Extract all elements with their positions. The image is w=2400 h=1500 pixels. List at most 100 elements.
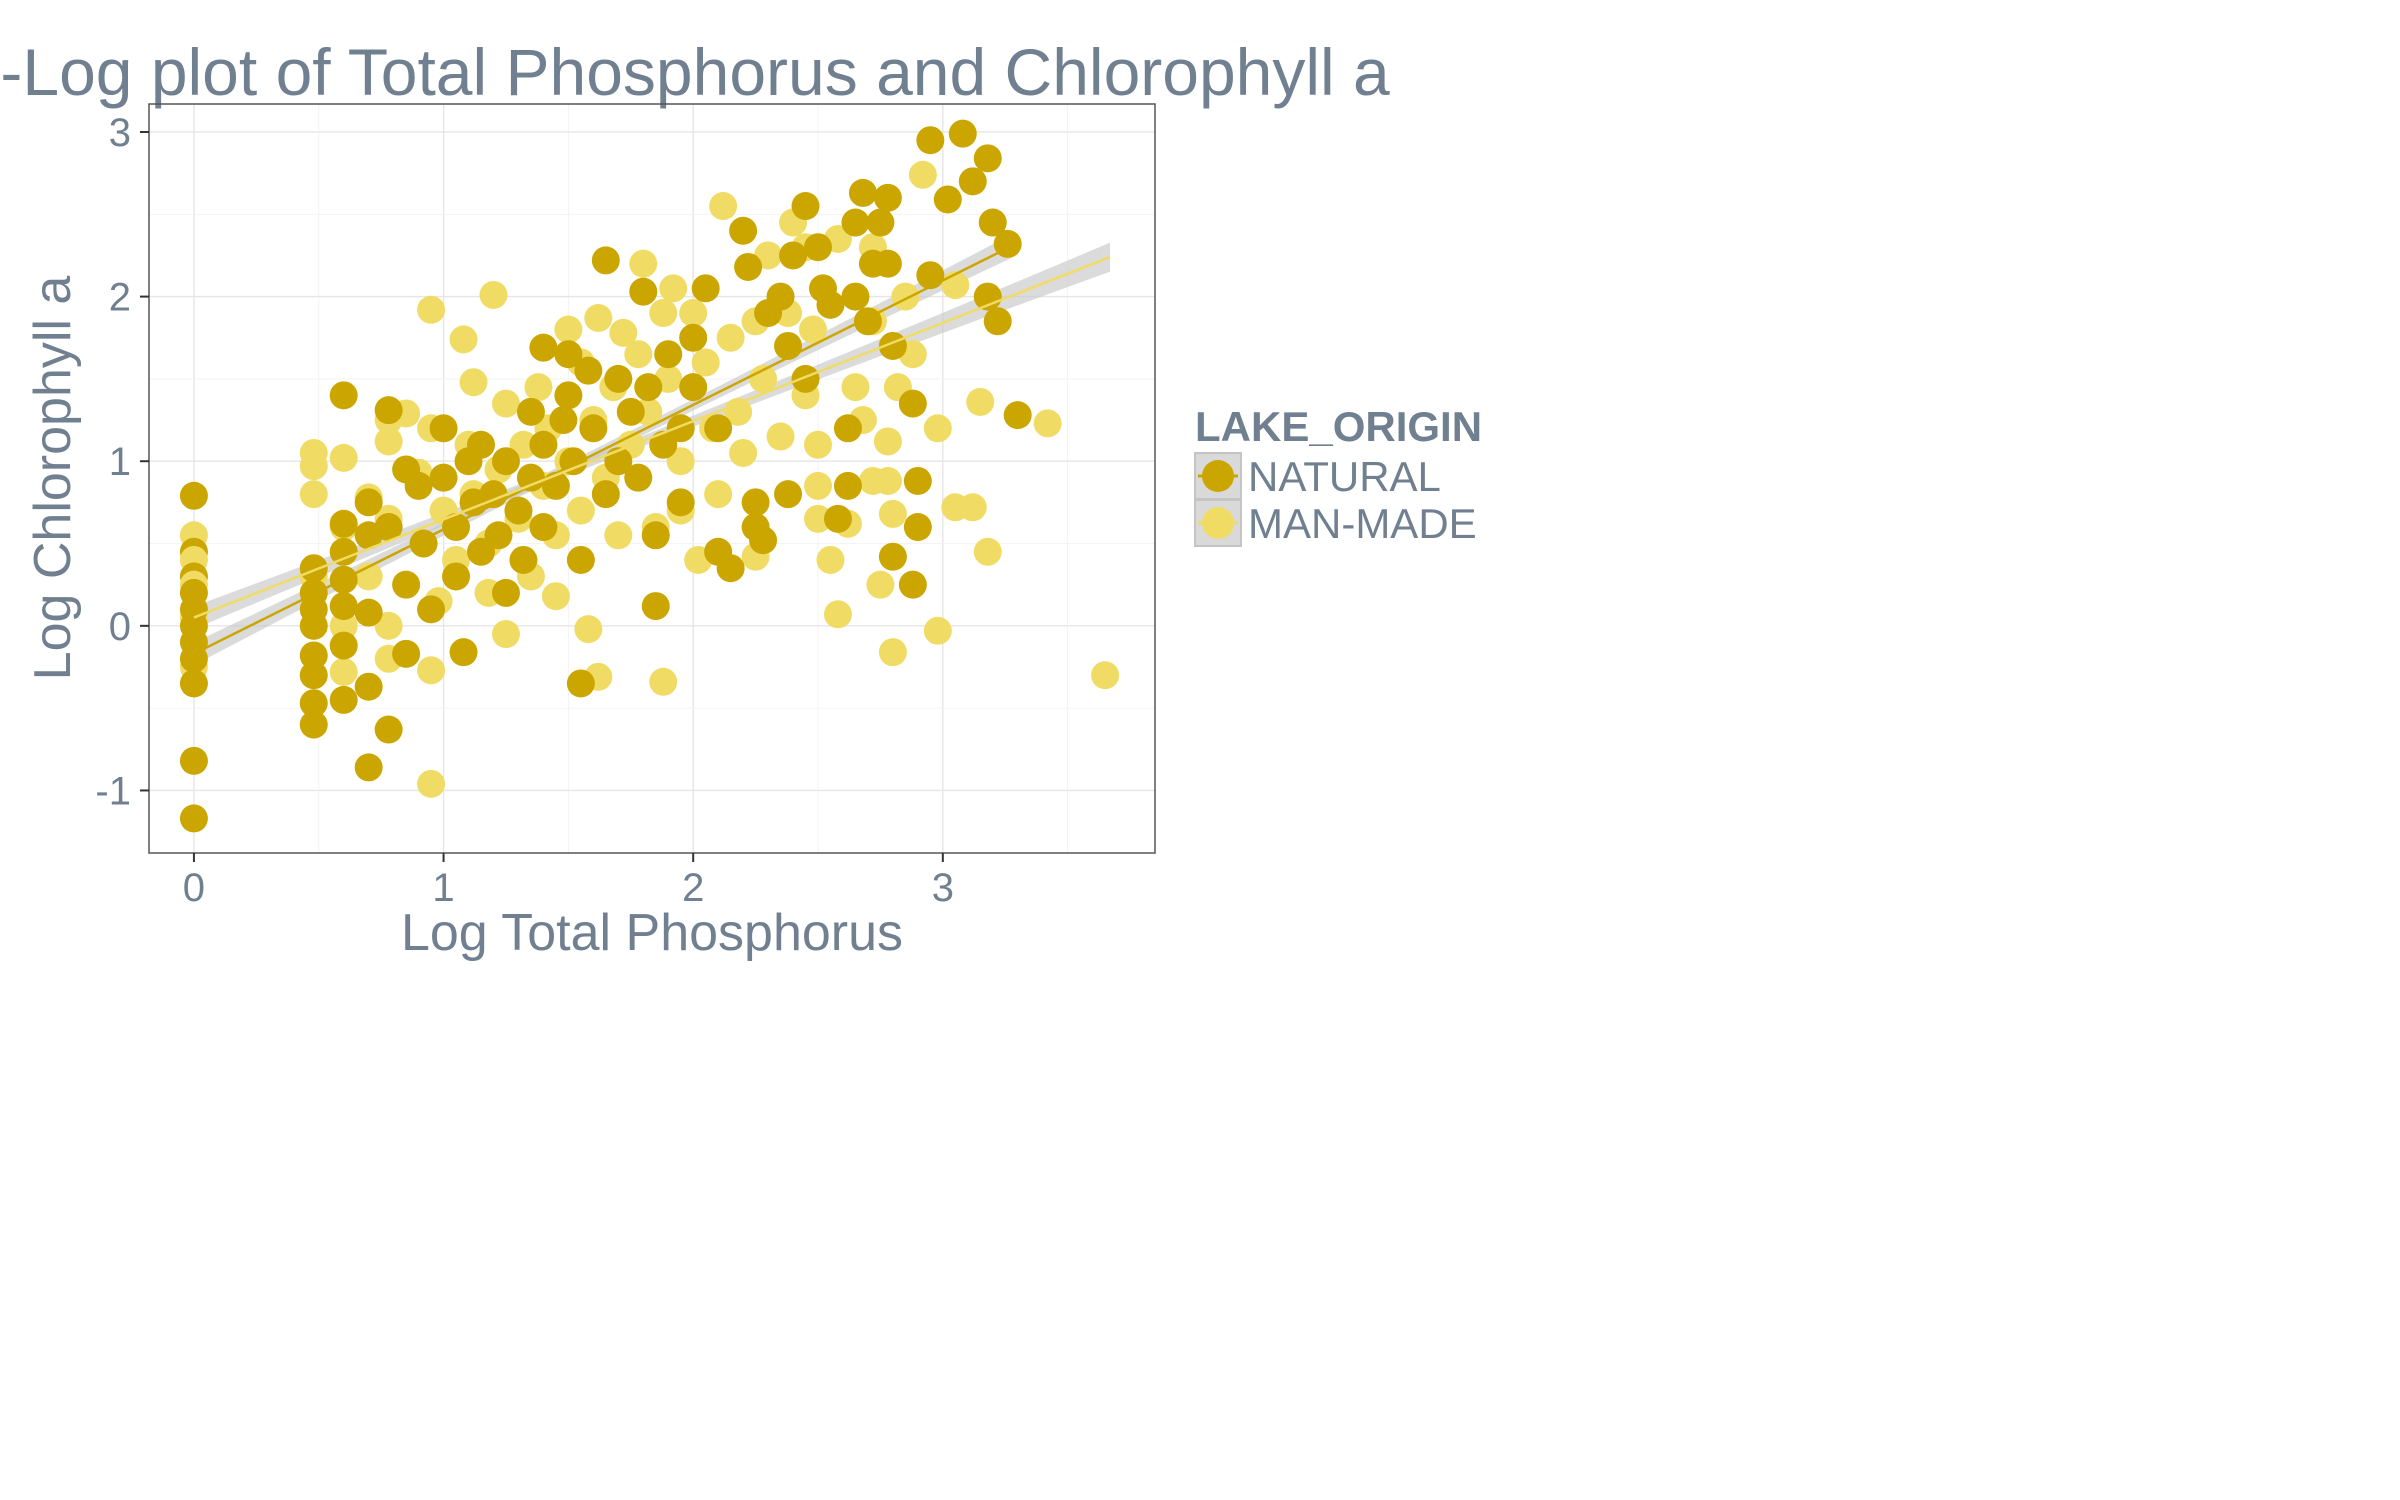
point-man-made xyxy=(799,315,828,344)
point-man-made xyxy=(541,582,570,611)
point-man-made xyxy=(1091,661,1120,690)
point-natural xyxy=(898,570,927,599)
point-natural xyxy=(329,381,358,410)
x-tick-label: 3 xyxy=(932,866,954,910)
point-natural xyxy=(679,373,708,402)
point-natural xyxy=(741,488,770,517)
point-man-made xyxy=(704,480,733,509)
point-man-made xyxy=(973,537,1002,566)
point-man-made xyxy=(329,443,358,472)
point-natural xyxy=(374,715,403,744)
point-natural xyxy=(666,414,695,443)
point-man-made xyxy=(724,397,753,426)
point-natural xyxy=(374,513,403,542)
point-natural xyxy=(566,669,595,698)
point-natural xyxy=(774,331,803,360)
point-natural xyxy=(429,414,458,443)
point-man-made xyxy=(666,447,695,476)
point-natural xyxy=(641,521,670,550)
point-man-made xyxy=(574,615,603,644)
y-axis-title: Log Chlorophyll a xyxy=(24,276,82,681)
point-natural xyxy=(354,488,383,517)
point-man-made xyxy=(584,304,613,332)
point-natural xyxy=(804,233,833,262)
point-natural xyxy=(841,282,870,311)
point-natural xyxy=(299,611,328,640)
axis-ticks: 0 1 2 3 -1 0 1 2 3 xyxy=(95,111,954,910)
point-man-made xyxy=(841,373,870,402)
legend-title: LAKE_ORIGIN xyxy=(1195,403,1482,450)
x-tick-label: 1 xyxy=(432,866,454,910)
point-man-made xyxy=(691,348,720,377)
point-natural xyxy=(983,307,1012,336)
point-man-made xyxy=(878,499,907,528)
point-natural xyxy=(823,504,852,533)
point-natural xyxy=(629,277,658,306)
point-natural xyxy=(509,545,538,574)
point-natural xyxy=(491,447,520,476)
y-tick-label: -1 xyxy=(95,769,131,813)
point-man-made xyxy=(873,427,902,456)
point-natural xyxy=(299,554,328,583)
point-natural xyxy=(654,340,683,369)
point-natural xyxy=(329,592,358,621)
point-man-made xyxy=(609,318,638,347)
point-natural xyxy=(729,216,758,245)
point-natural xyxy=(554,340,583,369)
point-man-made xyxy=(417,769,446,798)
point-natural xyxy=(791,364,820,393)
point-man-made xyxy=(891,282,920,311)
y-tick-label: 2 xyxy=(109,276,131,320)
point-natural xyxy=(604,364,633,393)
point-natural xyxy=(734,252,763,281)
point-natural xyxy=(624,463,653,492)
point-natural xyxy=(392,639,421,668)
point-man-made xyxy=(749,364,778,393)
point-natural xyxy=(816,290,845,319)
point-natural xyxy=(549,406,578,435)
point-man-made xyxy=(604,521,633,550)
point-natural xyxy=(179,669,208,698)
y-tick-label: 1 xyxy=(109,440,131,484)
point-natural xyxy=(179,746,208,775)
point-man-made xyxy=(629,249,658,278)
point-man-made xyxy=(417,295,446,324)
point-man-made xyxy=(374,427,403,456)
point-man-made xyxy=(823,600,852,629)
point-man-made xyxy=(679,299,708,328)
point-man-made xyxy=(804,504,833,533)
point-natural xyxy=(616,397,645,426)
point-natural xyxy=(374,396,403,425)
point-natural xyxy=(833,471,862,500)
x-axis-title: Log Total Phosphorus xyxy=(401,904,903,962)
point-man-made xyxy=(649,667,678,696)
point-natural xyxy=(933,185,962,214)
point-man-made xyxy=(299,452,328,481)
point-natural xyxy=(574,356,603,385)
x-tick-label: 0 xyxy=(183,866,205,910)
fit-line-natural xyxy=(193,244,1014,655)
point-man-made xyxy=(374,611,403,640)
point-man-made xyxy=(958,493,987,522)
point-natural xyxy=(973,144,1002,173)
point-natural xyxy=(873,249,902,278)
point-man-made xyxy=(329,657,358,686)
point-natural xyxy=(591,480,620,509)
point-man-made xyxy=(524,373,553,402)
point-natural xyxy=(978,208,1007,237)
point-natural xyxy=(716,554,745,583)
point-natural xyxy=(529,513,558,542)
point-man-made xyxy=(479,280,508,309)
point-natural xyxy=(392,570,421,599)
point-man-made xyxy=(459,368,488,397)
point-natural xyxy=(841,208,870,237)
regression-lines xyxy=(193,244,1111,655)
scatter-chart: Log-Log plot of Total Phosphorus and Chl… xyxy=(0,35,1482,962)
point-natural xyxy=(766,282,795,311)
point-natural xyxy=(516,463,545,492)
point-natural xyxy=(504,496,533,525)
point-natural xyxy=(898,389,927,418)
point-natural xyxy=(779,241,808,270)
point-natural xyxy=(429,463,458,492)
point-natural xyxy=(848,178,877,207)
